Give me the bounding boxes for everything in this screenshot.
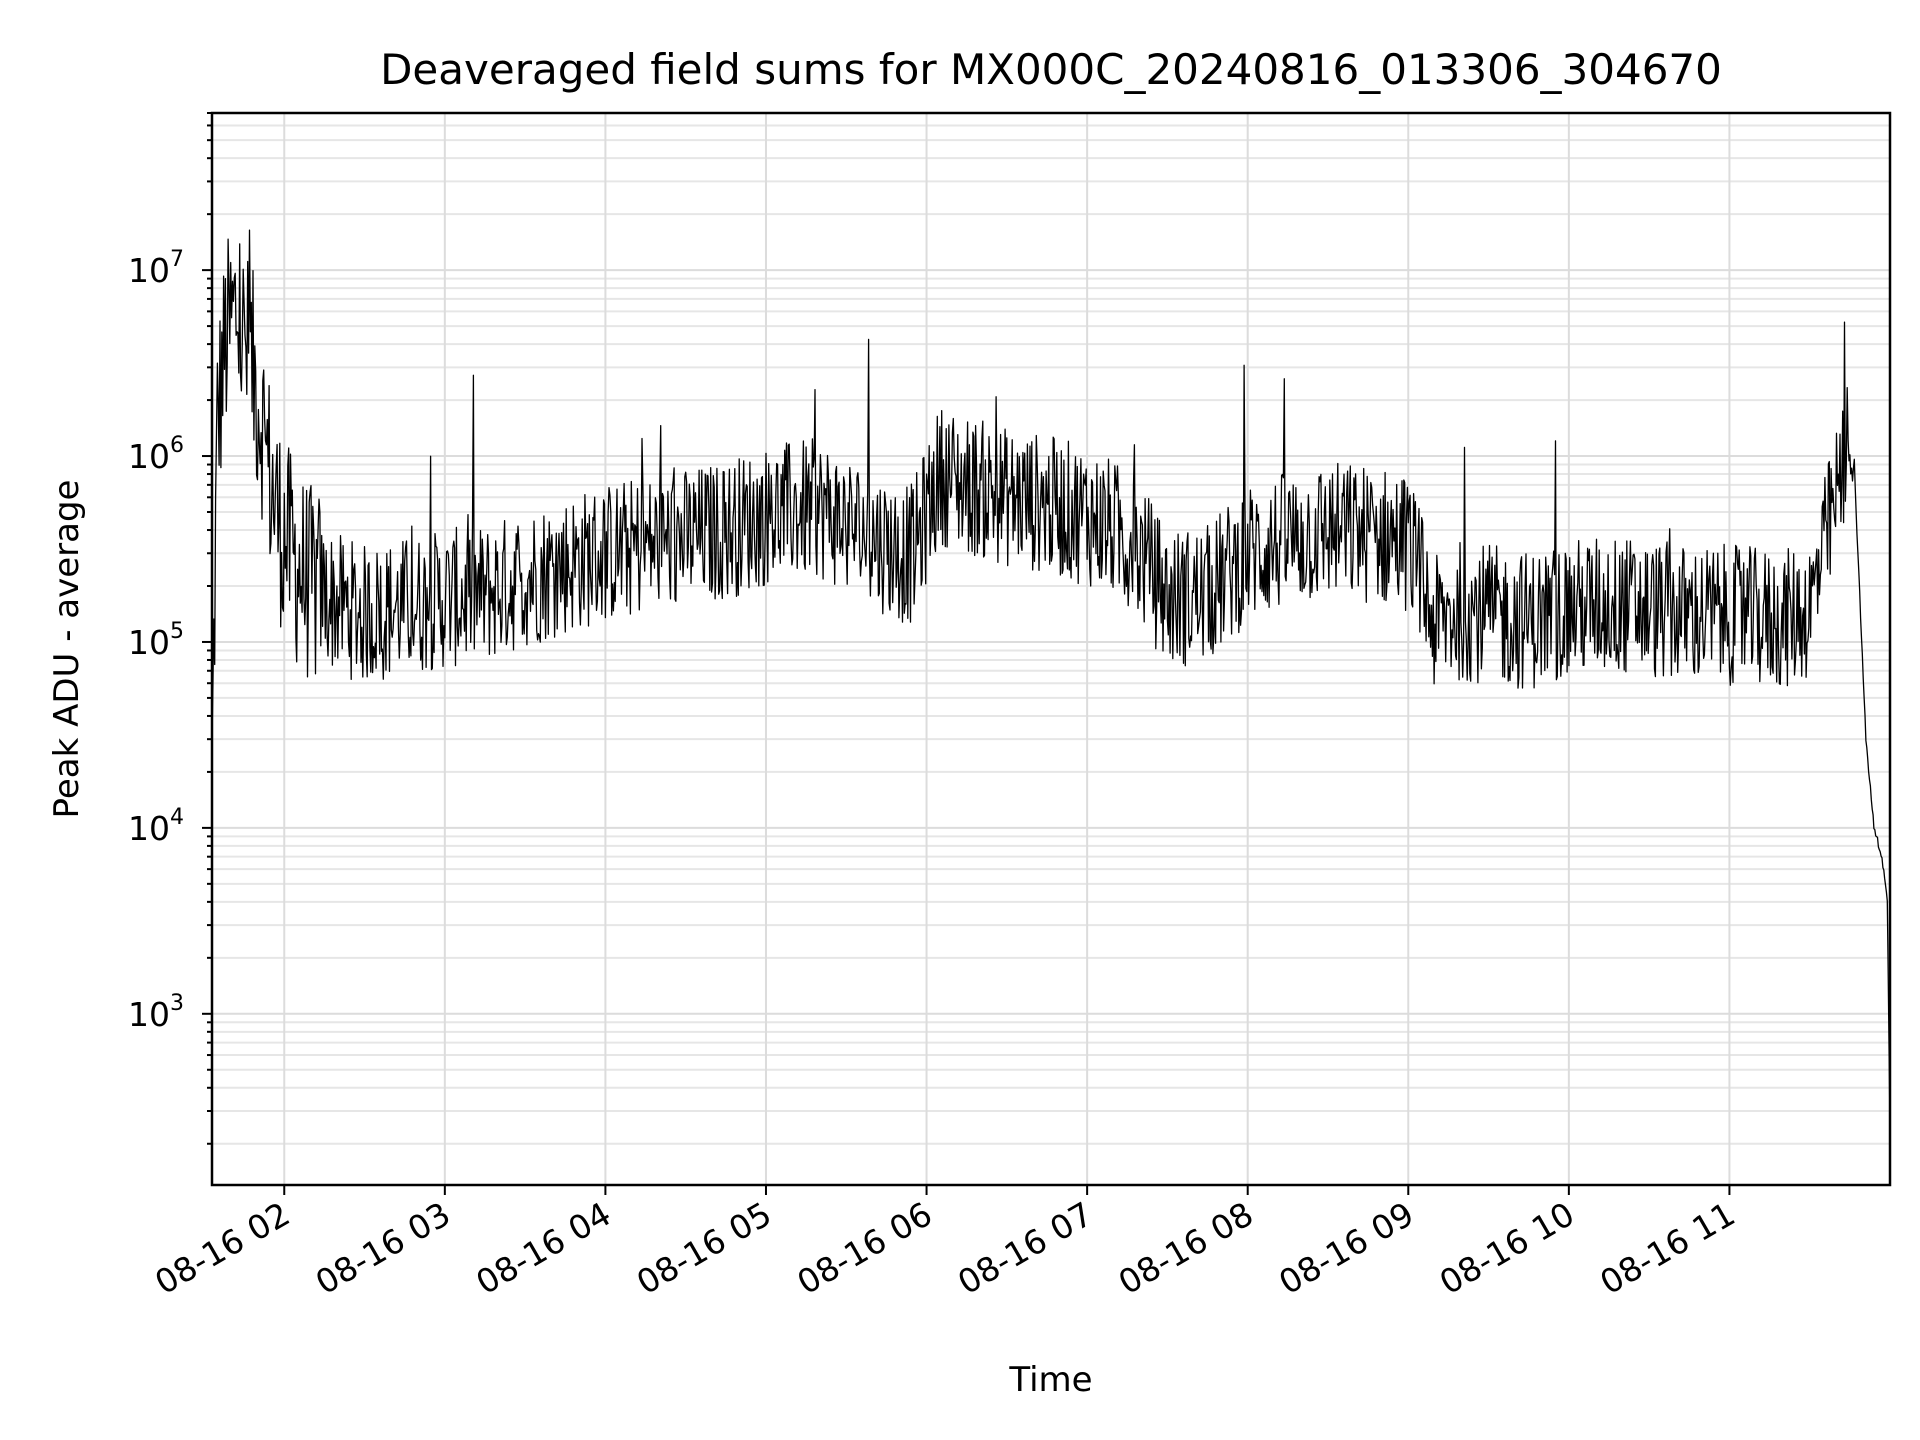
y-tick-label: 104	[128, 805, 184, 848]
x-tick-label: 08-16 10	[1433, 1194, 1581, 1302]
x-tick-label: 08-16 05	[630, 1194, 778, 1302]
data-layer	[211, 229, 1891, 1126]
x-tick-label: 08-16 07	[951, 1194, 1099, 1302]
x-tick-label: 08-16 04	[469, 1194, 617, 1302]
series-line-0	[211, 229, 1891, 1126]
chart-title: Deaveraged field sums for MX000C_2024081…	[380, 45, 1722, 94]
y-tick-label: 107	[128, 247, 184, 290]
x-tick-label: 08-16 02	[148, 1194, 296, 1302]
y-tick-label: 103	[128, 991, 184, 1034]
y-tick-label: 106	[128, 433, 184, 476]
x-tick-label: 08-16 03	[309, 1194, 457, 1302]
x-tick-label: 08-16 08	[1112, 1194, 1260, 1302]
plot-frame	[210, 111, 1892, 1187]
x-axis-label: Time	[1008, 1360, 1092, 1400]
grid-layer	[212, 112, 1890, 1185]
x-tick-label: 08-16 11	[1593, 1194, 1741, 1302]
y-axis-label: Peak ADU - average	[47, 480, 87, 819]
x-tick-label: 08-16 06	[791, 1194, 939, 1302]
x-tick-label: 08-16 09	[1272, 1194, 1420, 1302]
y-tick-label: 105	[128, 619, 184, 662]
